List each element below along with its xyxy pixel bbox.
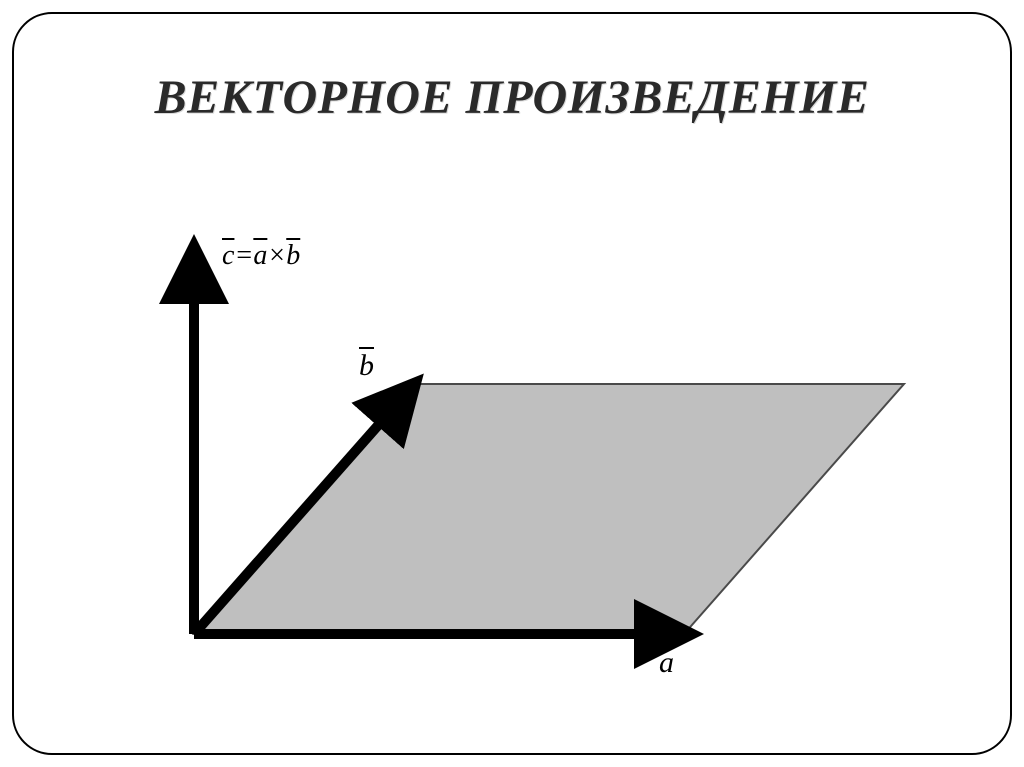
slide-frame: ВЕКТОРНОЕ ПРОИЗВЕДЕНИЕ c=a×b b: [12, 12, 1012, 755]
label-b-bar-eq: b: [286, 240, 300, 271]
page-title: ВЕКТОРНОЕ ПРОИЗВЕДЕНИЕ: [14, 70, 1010, 125]
equation-label: c=a×b: [222, 240, 300, 272]
eq-equals: =: [234, 240, 253, 271]
label-c-bar: c: [222, 240, 234, 271]
cross-product-diagram: c=a×b b a: [114, 234, 914, 694]
vector-a-label: a: [659, 646, 674, 680]
label-a-bar-eq: a: [253, 240, 267, 271]
diagram-svg: [114, 234, 914, 694]
eq-times: ×: [267, 240, 286, 271]
vector-b-label: b: [359, 349, 374, 383]
